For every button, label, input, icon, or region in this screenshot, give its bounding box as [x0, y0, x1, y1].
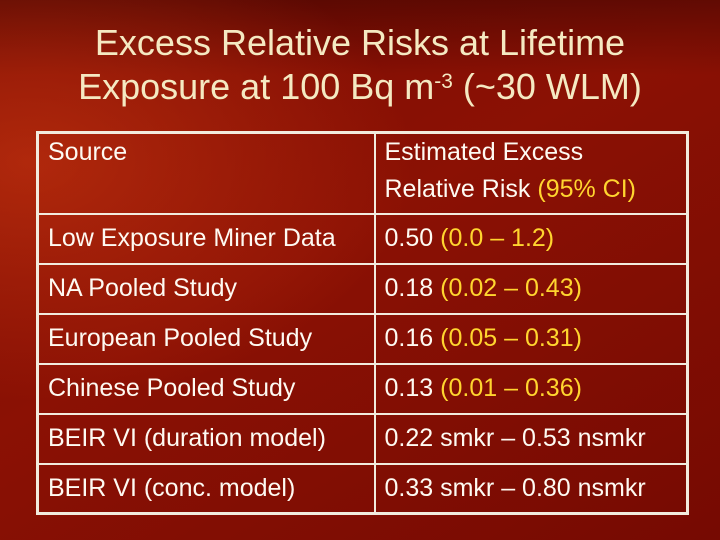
table-row: BEIR VI (duration model) 0.22 smkr – 0.5… — [36, 412, 689, 465]
value-cell: 0.18 (0.02 – 0.43) — [373, 262, 689, 315]
slide-title: Excess Relative Risks at Lifetime Exposu… — [0, 21, 720, 115]
header-estimate-line-1: Estimated Excess — [384, 138, 584, 166]
table-header-row: Source Estimated Excess Relative Risk (95… — [36, 131, 689, 215]
title-line-2: Exposure at 100 Bq m-3 (~30 WLM) — [0, 65, 720, 115]
table-row: Chinese Pooled Study 0.13 (0.01 – 0.36) — [36, 362, 689, 415]
source-cell: BEIR VI (conc. model) — [36, 462, 376, 515]
header-source-label: Source — [48, 138, 128, 166]
title-line-2-suffix: (~30 WLM) — [452, 66, 642, 107]
title-superscript: -3 — [434, 70, 453, 94]
risk-value: 0.50 — [384, 224, 434, 252]
risk-value: 0.18 — [384, 274, 434, 302]
risk-value: 0.22 smkr – 0.53 nsmkr — [384, 424, 646, 452]
value-cell: 0.16 (0.05 – 0.31) — [373, 312, 689, 365]
source-cell: Low Exposure Miner Data — [36, 212, 376, 265]
risk-ci: (0.0 – 1.2) — [440, 224, 555, 252]
risk-ci: (0.02 – 0.43) — [440, 274, 582, 302]
table-row: BEIR VI (conc. model) 0.33 smkr – 0.80 n… — [36, 462, 689, 515]
source-cell: European Pooled Study — [36, 312, 376, 365]
header-source-cell: Source — [36, 131, 376, 215]
value-cell: 0.13 (0.01 – 0.36) — [373, 362, 689, 415]
title-line-1: Excess Relative Risks at Lifetime — [94, 22, 626, 63]
risk-value: 0.33 smkr – 0.80 nsmkr — [384, 473, 646, 502]
value-cell: 0.33 smkr – 0.80 nsmkr — [373, 462, 689, 515]
header-estimate-line-2: Relative Risk (95% CI) — [385, 171, 683, 208]
risk-value: 0.16 — [384, 324, 434, 352]
risk-value: 0.13 — [384, 374, 434, 402]
table-row: NA Pooled Study 0.18 (0.02 – 0.43) — [36, 262, 689, 315]
title-line-2-prefix: Exposure at 100 Bq m — [78, 66, 435, 107]
risk-ci: (0.05 – 0.31) — [440, 324, 582, 352]
risk-table: Source Estimated Excess Relative Risk (95… — [36, 131, 689, 515]
table-row: European Pooled Study 0.16 (0.05 – 0.31) — [36, 312, 689, 365]
value-cell: 0.50 (0.0 – 1.2) — [373, 212, 689, 265]
source-cell: NA Pooled Study — [36, 262, 376, 315]
source-cell: Chinese Pooled Study — [36, 362, 376, 415]
header-estimate-label: Relative Risk — [384, 175, 531, 203]
value-cell: 0.22 smkr – 0.53 nsmkr — [373, 412, 689, 465]
header-estimate-cell: Estimated Excess Relative Risk (95% CI) — [373, 131, 689, 215]
source-cell: BEIR VI (duration model) — [36, 412, 376, 465]
table-row: Low Exposure Miner Data 0.50 (0.0 – 1.2) — [36, 212, 689, 265]
header-ci-label: (95% CI) — [537, 175, 637, 203]
risk-ci: (0.01 – 0.36) — [440, 374, 582, 402]
